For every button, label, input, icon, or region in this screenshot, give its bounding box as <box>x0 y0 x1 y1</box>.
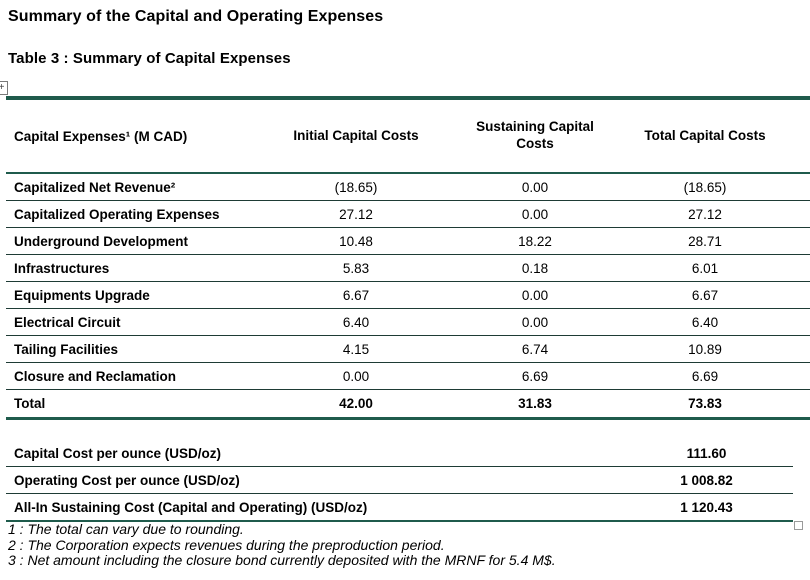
cell-value: 111.60 <box>686 445 727 461</box>
cell-total: 6.01 <box>691 260 719 276</box>
footnote-2: 2 : The Corporation expects revenues dur… <box>8 536 445 553</box>
column-header-total: Total Capital Costs <box>644 127 766 143</box>
table-row: Underground Development 10.48 18.22 28.7… <box>6 228 810 255</box>
cell-initial: 6.40 <box>342 314 370 330</box>
row-label: Capitalized Operating Expenses <box>14 206 220 222</box>
table-move-handle-icon[interactable]: + <box>0 81 8 95</box>
footnote-1: 1 : The total can vary due to rounding. <box>8 521 244 537</box>
table-total-row: Total 42.00 31.83 73.83 <box>6 390 810 417</box>
table-row: Capital Cost per ounce (USD/oz) 111.60 <box>6 440 793 467</box>
column-header-sustaining: Sustaining Capital Costs <box>476 119 594 151</box>
row-label: Tailing Facilities <box>14 341 119 357</box>
cell-sustaining: 0.00 <box>521 287 549 303</box>
row-label: Infrastructures <box>14 260 110 276</box>
cell-initial: 6.67 <box>342 287 370 303</box>
cell-initial: 42.00 <box>339 396 373 411</box>
cell-total: 73.83 <box>688 396 722 411</box>
cell-total: 28.71 <box>688 233 722 249</box>
cell-sustaining: 18.22 <box>518 233 552 249</box>
cost-per-ounce-table: Capital Cost per ounce (USD/oz) 111.60 O… <box>6 440 793 522</box>
cell-initial: 5.83 <box>342 260 370 276</box>
table-row: Closure and Reclamation 0.00 6.69 6.69 <box>6 363 810 390</box>
page-title: Summary of the Capital and Operating Exp… <box>8 8 384 25</box>
row-label: Underground Development <box>14 233 189 249</box>
cell-sustaining: 6.74 <box>521 341 549 357</box>
cell-total: 10.89 <box>688 341 722 357</box>
table-row: Tailing Facilities 4.15 6.74 10.89 <box>6 336 810 363</box>
table-row: Operating Cost per ounce (USD/oz) 1 008.… <box>6 467 793 494</box>
capital-expenses-table: Capital Expenses¹ (M CAD) Initial Capita… <box>6 96 810 420</box>
cell-value: 1 120.43 <box>680 499 733 515</box>
cell-sustaining: 0.00 <box>521 206 549 222</box>
row-label: All-In Sustaining Cost (Capital and Oper… <box>14 499 368 515</box>
row-label: Closure and Reclamation <box>14 368 177 384</box>
column-header-initial: Initial Capital Costs <box>293 127 419 143</box>
cell-total: 27.12 <box>688 206 722 222</box>
cell-initial: 4.15 <box>342 341 370 357</box>
cell-sustaining: 6.69 <box>521 368 549 384</box>
cell-initial: 27.12 <box>339 206 373 222</box>
column-header-expenses: Capital Expenses¹ (M CAD) <box>14 128 188 144</box>
row-label: Equipments Upgrade <box>14 287 150 303</box>
table-header-row: Capital Expenses¹ (M CAD) Initial Capita… <box>6 100 810 174</box>
cell-initial: (18.65) <box>334 179 378 195</box>
table-resize-handle-icon[interactable] <box>794 521 803 530</box>
footnote-3: 3 : Net amount including the closure bon… <box>8 552 556 568</box>
cell-initial: 0.00 <box>342 368 370 384</box>
row-label: Electrical Circuit <box>14 314 121 330</box>
cell-sustaining: 0.18 <box>521 260 549 276</box>
table-row: Capitalized Operating Expenses 27.12 0.0… <box>6 201 810 228</box>
table-row: All-In Sustaining Cost (Capital and Oper… <box>6 494 793 520</box>
cell-sustaining: 0.00 <box>521 314 549 330</box>
cell-total: (18.65) <box>683 179 727 195</box>
cell-total: 6.67 <box>691 287 719 303</box>
row-label: Capital Cost per ounce (USD/oz) <box>14 445 222 461</box>
table-row: Electrical Circuit 6.40 0.00 6.40 <box>6 309 810 336</box>
row-label: Total <box>14 396 46 411</box>
row-label: Capitalized Net Revenue² <box>14 179 176 195</box>
table-caption: Table 3 : Summary of Capital Expenses <box>8 50 291 67</box>
row-label: Operating Cost per ounce (USD/oz) <box>14 472 240 488</box>
cell-initial: 10.48 <box>339 233 373 249</box>
cell-sustaining: 31.83 <box>518 396 552 411</box>
cell-total: 6.40 <box>691 314 719 330</box>
table-row: Capitalized Net Revenue² (18.65) 0.00 (1… <box>6 174 810 201</box>
footnotes: 1 : The total can vary due to rounding. … <box>8 521 788 569</box>
cell-value: 1 008.82 <box>680 472 733 488</box>
table-row: Infrastructures 5.83 0.18 6.01 <box>6 255 810 282</box>
cell-total: 6.69 <box>691 368 719 384</box>
cell-sustaining: 0.00 <box>521 179 549 195</box>
table-row: Equipments Upgrade 6.67 0.00 6.67 <box>6 282 810 309</box>
